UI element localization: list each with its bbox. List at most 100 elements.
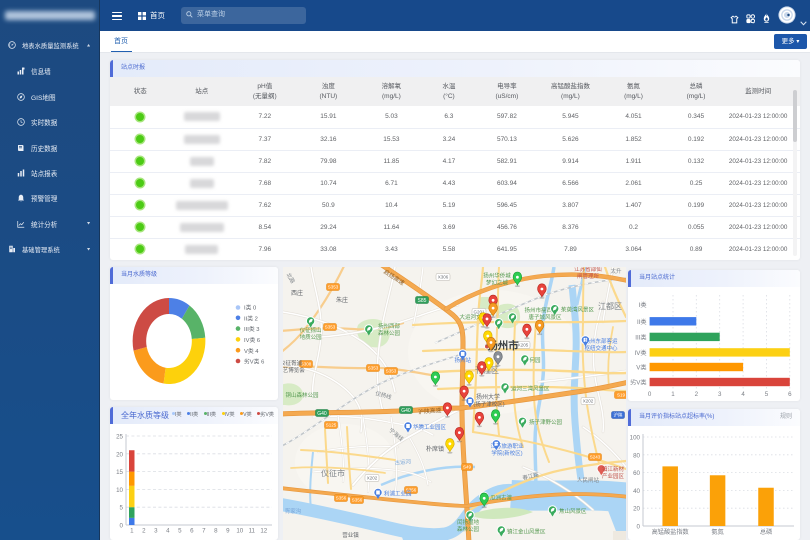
svg-text:20: 20 <box>116 451 123 458</box>
svg-text:唐子城风景区: 唐子城风景区 <box>528 313 562 321</box>
svg-text:8: 8 <box>214 528 218 535</box>
svg-text:朴席镇: 朴席镇 <box>426 445 444 453</box>
svg-text:3: 3 <box>154 528 158 535</box>
svg-text:60: 60 <box>633 470 640 477</box>
svg-text:S85: S85 <box>418 298 427 304</box>
svg-text:5: 5 <box>765 391 769 398</box>
svg-text:镇江金山风景区: 镇江金山风景区 <box>507 528 546 536</box>
svg-text:II类: II类 <box>637 318 647 326</box>
svg-text:V类: V类 <box>636 364 646 372</box>
svg-text:扬州华侨城: 扬州华侨城 <box>483 272 511 280</box>
svg-text:朱庄: 朱庄 <box>336 296 348 304</box>
svg-text:X202: X202 <box>583 399 594 404</box>
svg-text:S308: S308 <box>301 362 312 367</box>
svg-text:0: 0 <box>120 523 124 530</box>
svg-text:12: 12 <box>260 528 267 535</box>
svg-text:S125: S125 <box>326 423 337 428</box>
svg-text:扬州西部: 扬州西部 <box>378 322 401 330</box>
svg-text:6: 6 <box>190 528 194 535</box>
svg-text:6: 6 <box>788 391 792 398</box>
svg-text:3: 3 <box>718 391 722 398</box>
svg-text:X202: X202 <box>367 476 378 481</box>
svg-text:仪征捺山: 仪征捺山 <box>300 326 322 334</box>
svg-text:运河三湾风景区: 运河三湾风景区 <box>511 385 550 393</box>
svg-text:2: 2 <box>142 528 146 535</box>
svg-text:茱萸湾风景区: 茱萸湾风景区 <box>561 306 595 314</box>
svg-text:人民闸站: 人民闸站 <box>577 476 600 484</box>
svg-text:氨氮: 氨氮 <box>711 528 723 536</box>
svg-text:华腾工业园区: 华腾工业园区 <box>413 423 447 431</box>
svg-text:0: 0 <box>648 391 652 398</box>
svg-text:I类 0: I类 0 <box>244 304 256 312</box>
svg-text:S356: S356 <box>336 496 347 501</box>
svg-text:5: 5 <box>120 505 124 512</box>
svg-text:40: 40 <box>633 488 640 495</box>
svg-text:枢纽交通中心: 枢纽交通中心 <box>584 344 618 352</box>
svg-text:X306: X306 <box>438 275 449 280</box>
svg-text:太升: 太升 <box>610 267 622 275</box>
svg-text:I类: I类 <box>639 301 647 309</box>
svg-text:10: 10 <box>116 487 123 494</box>
svg-text:0: 0 <box>637 524 641 531</box>
svg-text:地质公园: 地质公园 <box>300 333 323 341</box>
svg-text:扬州市瘦西湖: 扬州市瘦西湖 <box>524 306 558 314</box>
svg-text:江都区: 江都区 <box>598 302 622 311</box>
svg-text:IV类 6: IV类 6 <box>244 336 260 344</box>
svg-text:V类 4: V类 4 <box>244 347 259 355</box>
svg-text:9: 9 <box>226 528 230 535</box>
svg-text:10: 10 <box>236 528 243 535</box>
svg-text:江苏省邵仙: 江苏省邵仙 <box>574 267 602 273</box>
svg-text:II类 2: II类 2 <box>244 314 258 322</box>
svg-text:扬州东部客运: 扬州东部客运 <box>584 337 618 345</box>
svg-text:5: 5 <box>178 528 182 535</box>
svg-text:(扬子津校区): (扬子津校区) <box>473 400 504 408</box>
svg-text:何园: 何园 <box>529 356 541 364</box>
svg-text:铜山森林公园: 铜山森林公园 <box>285 391 319 399</box>
svg-text:15: 15 <box>116 469 123 476</box>
svg-text:仪征市: 仪征市 <box>321 468 345 478</box>
svg-text:1: 1 <box>671 391 675 398</box>
svg-text:S353: S353 <box>368 366 379 371</box>
svg-text:2: 2 <box>695 391 699 398</box>
svg-text:闰扬湿地: 闰扬湿地 <box>457 518 480 526</box>
svg-text:春江路: 春江路 <box>522 470 540 482</box>
svg-text:11: 11 <box>249 528 256 535</box>
svg-text:IV类: IV类 <box>635 349 647 357</box>
svg-text:森林公园: 森林公园 <box>378 329 401 337</box>
svg-text:古运河: 古运河 <box>394 457 412 467</box>
svg-text:沪陕高速: 沪陕高速 <box>418 406 442 416</box>
svg-text:胥家沟: 胥家沟 <box>285 507 302 515</box>
svg-text:劣V类: 劣V类 <box>630 379 647 387</box>
svg-text:扬州站: 扬州站 <box>454 356 471 364</box>
svg-text:扬州大学: 扬州大学 <box>476 393 500 401</box>
svg-text:仪征胥浦: 仪征胥浦 <box>283 359 302 367</box>
svg-text:S353: S353 <box>325 325 336 330</box>
svg-text:闸管理所: 闸管理所 <box>577 272 600 280</box>
svg-text:利浦工业园: 利浦工业园 <box>384 490 412 498</box>
svg-text:沪陕: 沪陕 <box>614 412 623 419</box>
svg-text:K205: K205 <box>518 343 529 348</box>
svg-text:S243: S243 <box>590 455 601 460</box>
svg-text:森林公园: 森林公园 <box>457 525 480 533</box>
svg-text:高锰酸盐指数: 高锰酸盐指数 <box>652 528 690 536</box>
svg-text:大运河文化区: 大运河文化区 <box>459 313 493 321</box>
svg-text:G201: G201 <box>473 310 485 315</box>
svg-text:劣V类 6: 劣V类 6 <box>244 358 264 366</box>
svg-text:G40: G40 <box>317 411 327 417</box>
svg-text:4: 4 <box>166 528 170 535</box>
svg-text:梦幻之城: 梦幻之城 <box>486 279 509 287</box>
svg-text:扬子津野公园: 扬子津野公园 <box>529 418 563 426</box>
svg-text:S356: S356 <box>352 498 363 503</box>
svg-text:S353: S353 <box>328 285 339 290</box>
svg-text:焦山风景区: 焦山风景区 <box>559 507 587 515</box>
svg-text:园艺博览会: 园艺博览会 <box>283 366 305 374</box>
svg-text:产业园区: 产业园区 <box>602 472 625 480</box>
svg-text:邗江区: 邗江区 <box>475 366 499 375</box>
svg-text:1: 1 <box>130 528 134 535</box>
svg-text:25: 25 <box>116 434 123 441</box>
svg-text:4: 4 <box>741 391 745 398</box>
svg-text:S19: S19 <box>617 393 626 398</box>
svg-text:S49: S49 <box>463 465 472 470</box>
svg-text:S353: S353 <box>386 369 397 374</box>
svg-text:江苏旅游职业: 江苏旅游职业 <box>490 442 524 450</box>
